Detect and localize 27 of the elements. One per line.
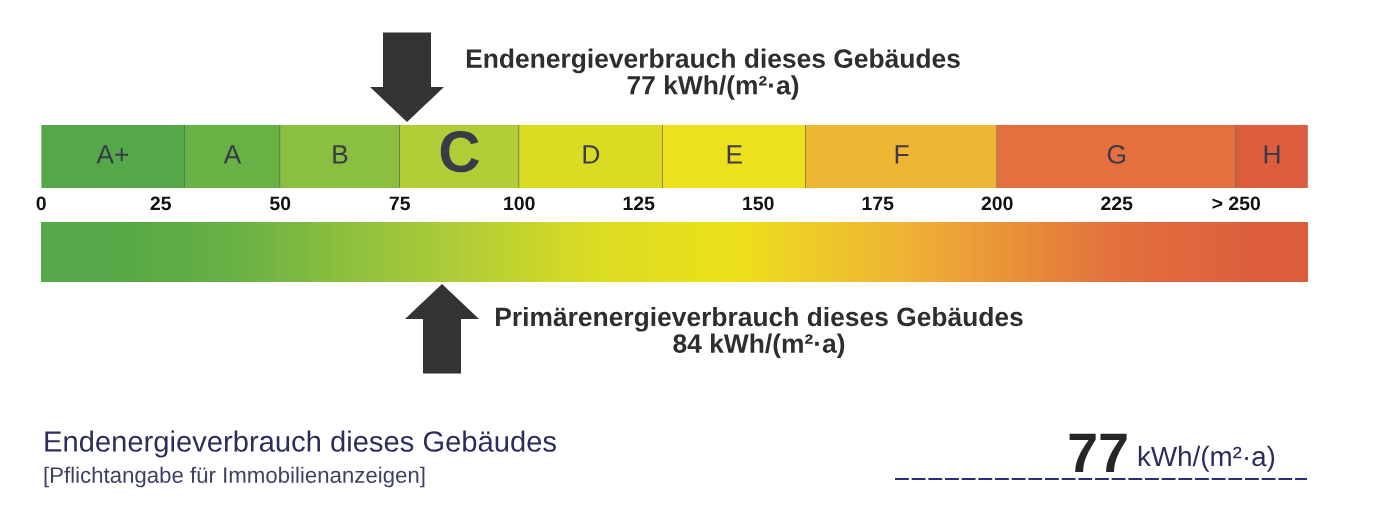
text: 77 bbox=[1069, 433, 1127, 472]
text: [Pflichtangabe für Immobilienanzeigen] bbox=[44, 466, 425, 488]
series-label: H bbox=[1264, 145, 1280, 164]
x-tick-label: 50 bbox=[269, 196, 291, 211]
series-label: G bbox=[1107, 145, 1125, 164]
series-label: F bbox=[895, 145, 909, 164]
x-tick-label: 200 bbox=[981, 196, 1013, 211]
series-label: B bbox=[333, 145, 348, 164]
series-label: E bbox=[727, 145, 742, 164]
x-tick-label: 100 bbox=[504, 196, 535, 211]
x-tick-label: 75 bbox=[389, 196, 410, 211]
bar bbox=[1236, 124, 1308, 189]
text: Endenergieverbrauch dieses Gebäudes 77 kWh/(m²·a) bbox=[466, 48, 960, 100]
x-tick-label: > 250 bbox=[1212, 196, 1260, 211]
series-label: A bbox=[223, 145, 242, 164]
x-tick-label: 25 bbox=[150, 196, 171, 211]
text: Primärenergieverbrauch dieses Gebäudes 84 kWh/(m²·a) bbox=[496, 306, 1023, 359]
series-label: C bbox=[440, 131, 479, 173]
series-label: D bbox=[583, 145, 600, 164]
x-tick-label: 175 bbox=[862, 196, 894, 211]
text: Endenergieverbrauch dieses Gebäudes bbox=[45, 430, 556, 458]
series-label: A+ bbox=[96, 145, 129, 164]
x-tick-label: 0 bbox=[36, 196, 46, 211]
x-tick-label: 150 bbox=[743, 196, 774, 211]
x-tick-label: 125 bbox=[623, 196, 655, 211]
text: kWh/(m²·a) bbox=[1138, 445, 1275, 472]
x-tick-label: 225 bbox=[1101, 196, 1133, 211]
